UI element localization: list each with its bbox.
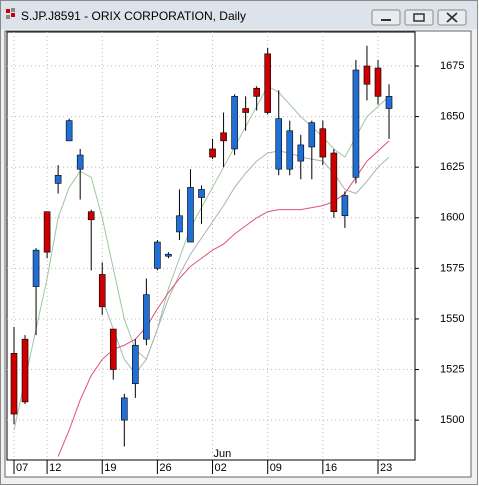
overlay-line [101,150,390,375]
maximize-button[interactable] [404,9,434,26]
candle-body [143,294,150,340]
candle-body [98,274,106,308]
x-tick-label: 26 [159,462,171,474]
x-tick-label: 23 [380,462,392,474]
y-tick-label: 1650 [440,110,464,122]
labels: 1500 1525 1550 1575 1600 1625 1650 1675 07 12 19 26… [16,60,464,474]
candle-body [10,353,18,415]
candle-body [176,215,183,233]
candle-body [231,96,238,150]
candle-body [253,87,260,97]
x-tick-label: 02 [215,462,227,474]
maximize-icon [413,13,425,22]
month-label: Jun [214,448,232,460]
candle-body [275,118,283,170]
candle-body [32,249,40,287]
candle-body [76,154,84,170]
candle-body [264,53,271,113]
app-icon [6,15,10,19]
candle-body [198,189,205,198]
x-tick-label: 12 [49,462,61,474]
candle-body [297,144,305,162]
candle-body [65,120,73,142]
candle-body [341,195,349,217]
app-icon [6,9,10,13]
candle-body [43,211,51,253]
candle-body [121,397,128,421]
x-tick-label: 07 [16,462,28,474]
candle-body [165,253,172,257]
window-title: S.JP.J8591 - ORIX CORPORATION, Daily [21,9,246,23]
candle-body [220,132,227,142]
candle-body [352,69,360,178]
candle-body [286,130,294,170]
y-tick-label: 1625 [440,161,464,173]
candle-body [242,108,249,113]
candle-body [308,122,316,148]
candle-body [21,338,29,403]
candle-body [154,241,161,269]
x-tick-label: 09 [270,462,282,474]
candle-body [209,148,216,158]
y-tick-label: 1600 [440,212,464,224]
minimize-button[interactable] [371,9,401,26]
candle-body [109,328,117,370]
candle-body [319,128,327,158]
x-tick-label: 16 [325,462,337,474]
app-icon [11,8,15,12]
candle-body [385,96,393,109]
y-tick-label: 1575 [440,262,464,274]
candle-body [87,211,95,221]
y-tick-label: 1525 [440,363,464,375]
y-tick-label: 1550 [440,313,464,325]
candle-body [54,174,62,184]
candle-body [132,344,139,385]
app-icon [11,13,15,17]
candle-body [374,67,382,97]
y-tick-label: 1500 [440,414,464,426]
candle-body [363,65,371,85]
x-tick-label: 19 [104,462,116,474]
close-icon [446,12,458,23]
marks [10,45,393,457]
plot-area [6,31,416,461]
candle-body [330,152,338,212]
y-tick-label: 1675 [440,60,464,72]
candle-body [187,187,194,243]
